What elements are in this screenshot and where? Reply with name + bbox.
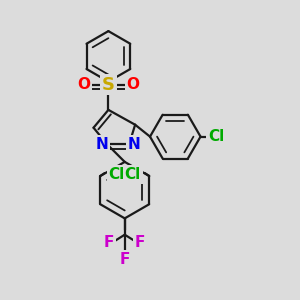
Text: O: O	[77, 77, 90, 92]
Text: Cl: Cl	[125, 167, 141, 182]
Text: S: S	[102, 76, 115, 94]
Text: F: F	[104, 235, 115, 250]
Text: Cl: Cl	[208, 129, 224, 144]
Text: O: O	[127, 77, 140, 92]
Text: F: F	[135, 235, 146, 250]
Text: F: F	[119, 252, 130, 267]
Text: Cl: Cl	[109, 167, 125, 182]
Text: N: N	[128, 136, 140, 152]
Text: N: N	[96, 136, 109, 152]
